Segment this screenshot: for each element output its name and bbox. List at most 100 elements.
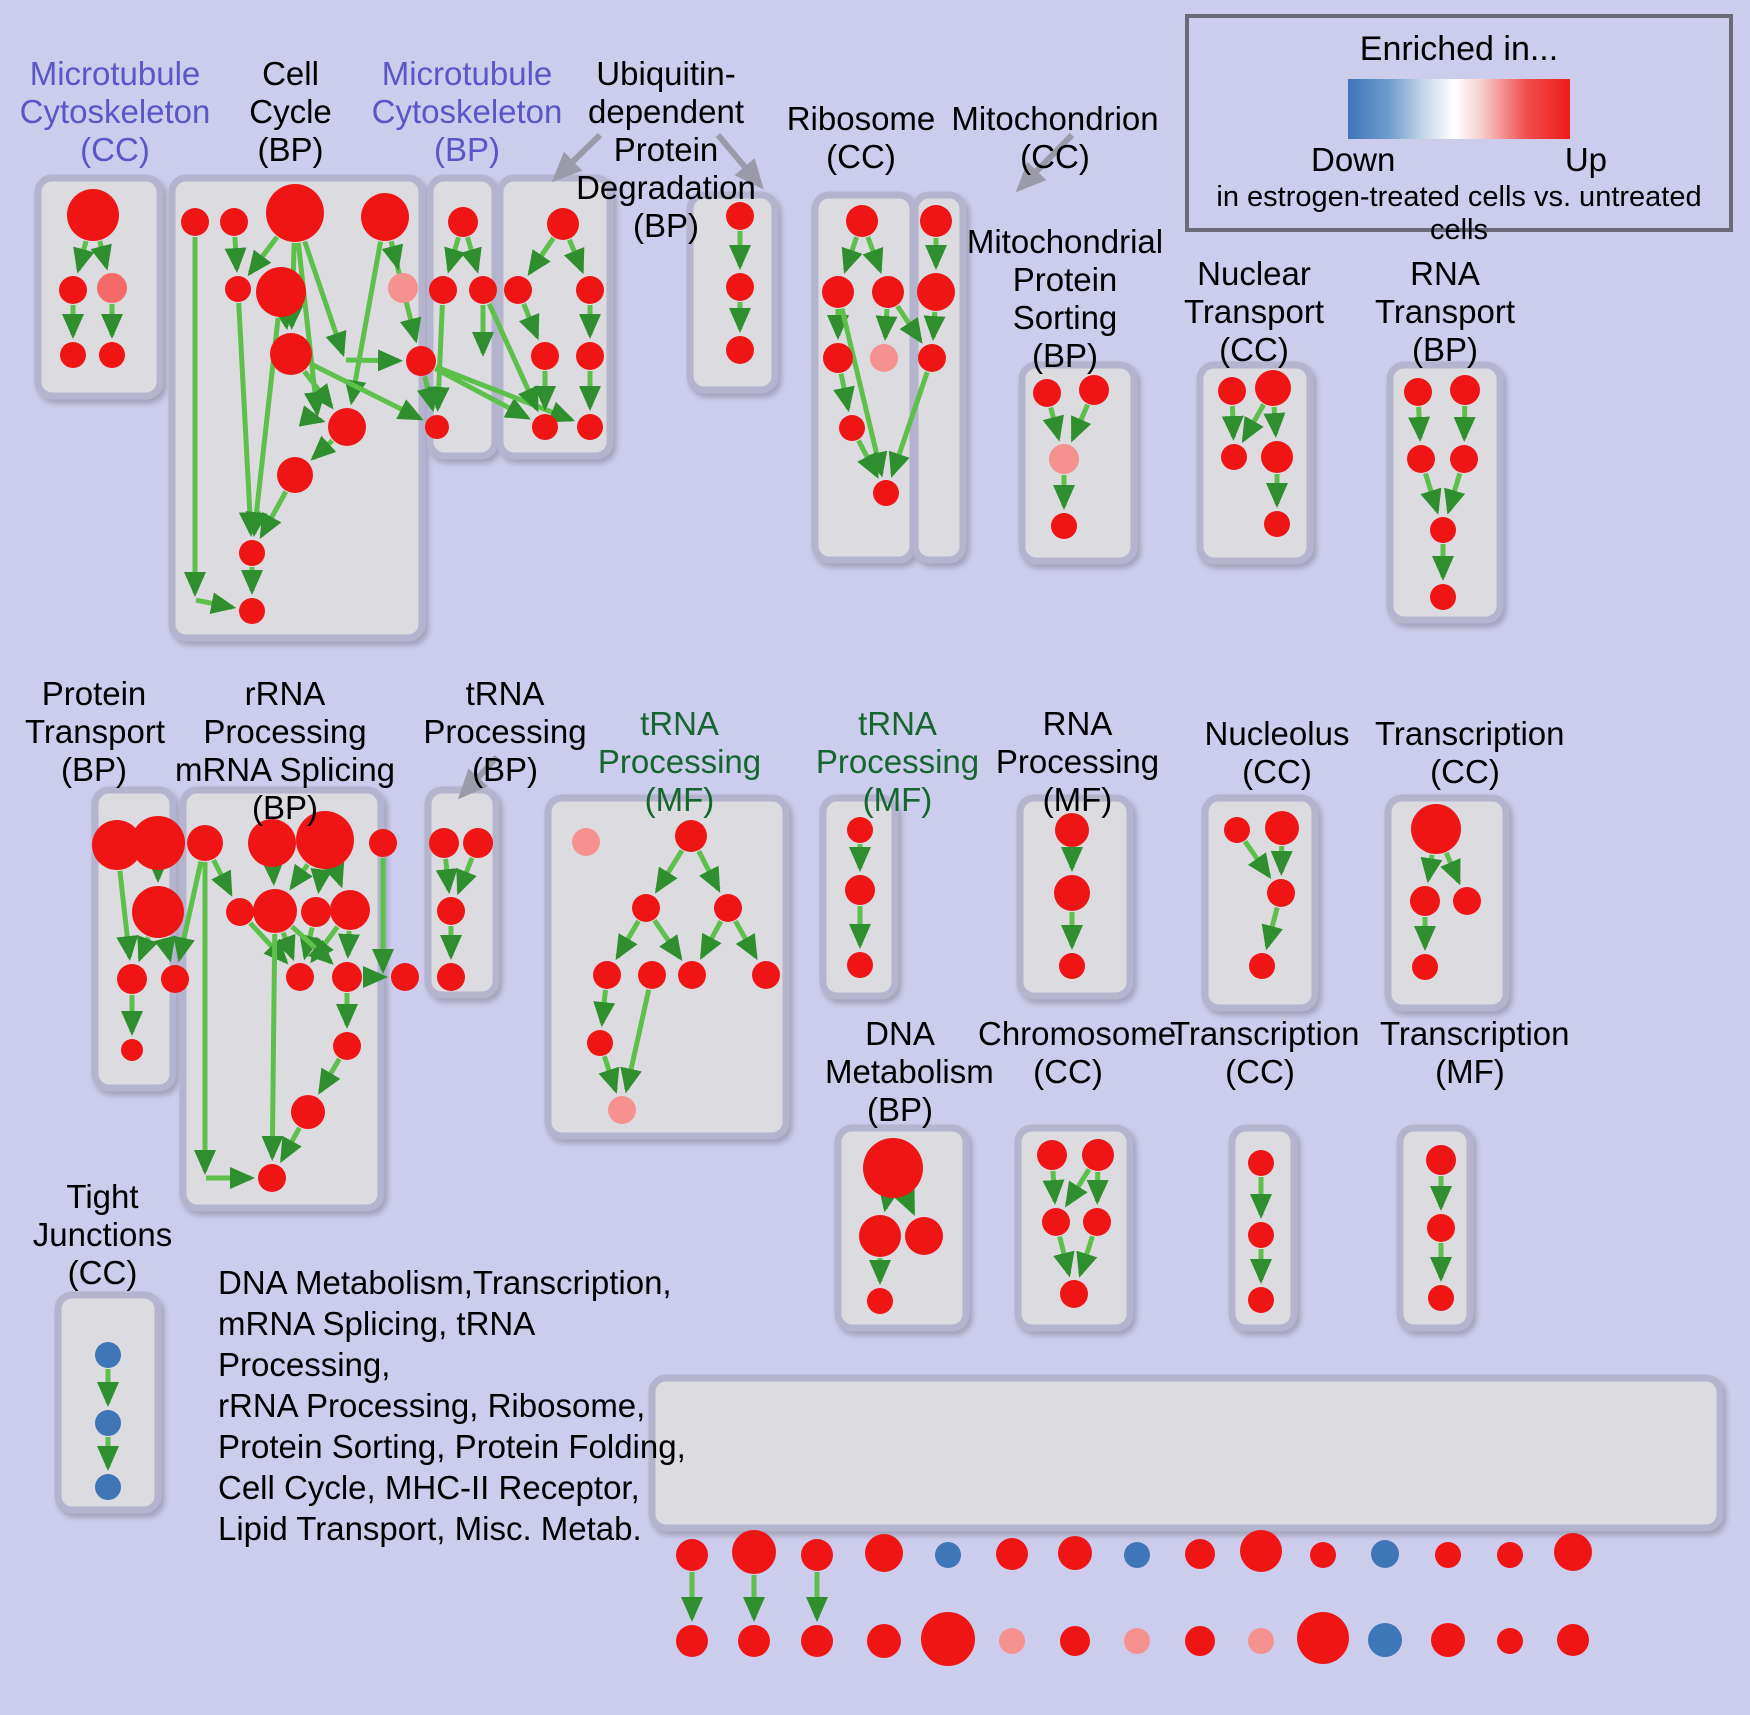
network-node[interactable]: [67, 189, 119, 241]
network-node[interactable]: [1428, 1285, 1454, 1311]
network-node[interactable]: [823, 343, 853, 373]
network-node[interactable]: [437, 897, 465, 925]
network-node[interactable]: [676, 1539, 708, 1571]
network-node[interactable]: [873, 480, 899, 506]
network-node[interactable]: [676, 1625, 708, 1657]
network-node[interactable]: [845, 875, 875, 905]
network-node[interactable]: [632, 894, 660, 922]
network-node[interactable]: [1037, 1140, 1067, 1170]
network-node[interactable]: [1435, 1542, 1461, 1568]
network-node[interactable]: [920, 205, 952, 237]
network-node[interactable]: [1407, 445, 1435, 473]
network-node[interactable]: [822, 276, 854, 308]
network-node[interactable]: [463, 828, 493, 858]
network-node[interactable]: [92, 820, 142, 870]
network-node[interactable]: [291, 1095, 325, 1129]
network-node[interactable]: [905, 1217, 943, 1255]
network-node[interactable]: [277, 457, 313, 493]
network-node[interactable]: [1054, 875, 1090, 911]
network-node[interactable]: [1261, 441, 1293, 473]
network-node[interactable]: [1060, 1280, 1088, 1308]
network-node[interactable]: [859, 1215, 901, 1257]
network-node[interactable]: [846, 205, 878, 237]
network-node[interactable]: [429, 276, 457, 304]
network-node[interactable]: [1042, 1208, 1070, 1236]
network-node[interactable]: [388, 273, 418, 303]
network-node[interactable]: [1554, 1533, 1592, 1571]
network-node[interactable]: [296, 811, 354, 869]
network-node[interactable]: [1497, 1542, 1523, 1568]
network-node[interactable]: [1060, 1626, 1090, 1656]
network-node[interactable]: [1371, 1540, 1399, 1568]
network-node[interactable]: [1453, 887, 1481, 915]
network-node[interactable]: [1248, 1150, 1274, 1176]
network-node[interactable]: [1404, 378, 1432, 406]
network-node[interactable]: [738, 1625, 770, 1657]
network-node[interactable]: [328, 408, 366, 446]
network-node[interactable]: [839, 415, 865, 441]
network-node[interactable]: [1450, 445, 1478, 473]
network-node[interactable]: [678, 961, 706, 989]
network-node[interactable]: [547, 208, 579, 240]
network-node[interactable]: [1124, 1542, 1150, 1568]
network-node[interactable]: [437, 963, 465, 991]
network-node[interactable]: [1240, 1530, 1282, 1572]
network-node[interactable]: [1059, 953, 1085, 979]
network-node[interactable]: [1412, 954, 1438, 980]
network-node[interactable]: [256, 267, 306, 317]
network-node[interactable]: [1410, 886, 1440, 916]
network-node[interactable]: [1124, 1628, 1150, 1654]
network-node[interactable]: [1249, 953, 1275, 979]
network-node[interactable]: [97, 273, 127, 303]
network-node[interactable]: [132, 886, 184, 938]
network-node[interactable]: [1033, 379, 1061, 407]
network-node[interactable]: [872, 276, 904, 308]
network-node[interactable]: [608, 1096, 636, 1124]
network-node[interactable]: [732, 1530, 776, 1574]
network-node[interactable]: [301, 897, 331, 927]
network-node[interactable]: [369, 829, 397, 857]
network-node[interactable]: [406, 346, 436, 376]
network-node[interactable]: [258, 1164, 286, 1192]
network-node[interactable]: [121, 1039, 143, 1061]
network-node[interactable]: [1264, 511, 1290, 537]
network-node[interactable]: [801, 1625, 833, 1657]
network-node[interactable]: [1497, 1628, 1523, 1654]
network-node[interactable]: [865, 1534, 903, 1572]
network-node[interactable]: [726, 336, 754, 364]
network-node[interactable]: [60, 342, 86, 368]
network-node[interactable]: [935, 1542, 961, 1568]
network-node[interactable]: [587, 1030, 613, 1056]
network-node[interactable]: [576, 276, 604, 304]
network-node[interactable]: [532, 414, 558, 440]
network-node[interactable]: [918, 344, 946, 372]
network-node[interactable]: [391, 963, 419, 991]
network-node[interactable]: [253, 889, 297, 933]
network-node[interactable]: [752, 961, 780, 989]
network-node[interactable]: [675, 820, 707, 852]
network-node[interactable]: [95, 1410, 121, 1436]
network-node[interactable]: [1265, 811, 1299, 845]
network-node[interactable]: [1185, 1626, 1215, 1656]
network-node[interactable]: [1051, 513, 1077, 539]
network-node[interactable]: [996, 1538, 1028, 1570]
network-node[interactable]: [59, 276, 87, 304]
network-node[interactable]: [577, 414, 603, 440]
network-node[interactable]: [1430, 517, 1456, 543]
network-node[interactable]: [1079, 375, 1109, 405]
network-node[interactable]: [225, 276, 251, 302]
network-node[interactable]: [286, 963, 314, 991]
network-node[interactable]: [239, 540, 265, 566]
network-node[interactable]: [1058, 1536, 1092, 1570]
network-node[interactable]: [1255, 370, 1291, 406]
network-node[interactable]: [95, 1474, 121, 1500]
network-node[interactable]: [1049, 444, 1079, 474]
network-node[interactable]: [1411, 804, 1461, 854]
network-node[interactable]: [220, 208, 248, 236]
network-node[interactable]: [330, 890, 370, 930]
network-node[interactable]: [1267, 879, 1295, 907]
network-node[interactable]: [847, 952, 873, 978]
network-node[interactable]: [1426, 1145, 1456, 1175]
network-node[interactable]: [917, 273, 955, 311]
network-node[interactable]: [1082, 1139, 1114, 1171]
